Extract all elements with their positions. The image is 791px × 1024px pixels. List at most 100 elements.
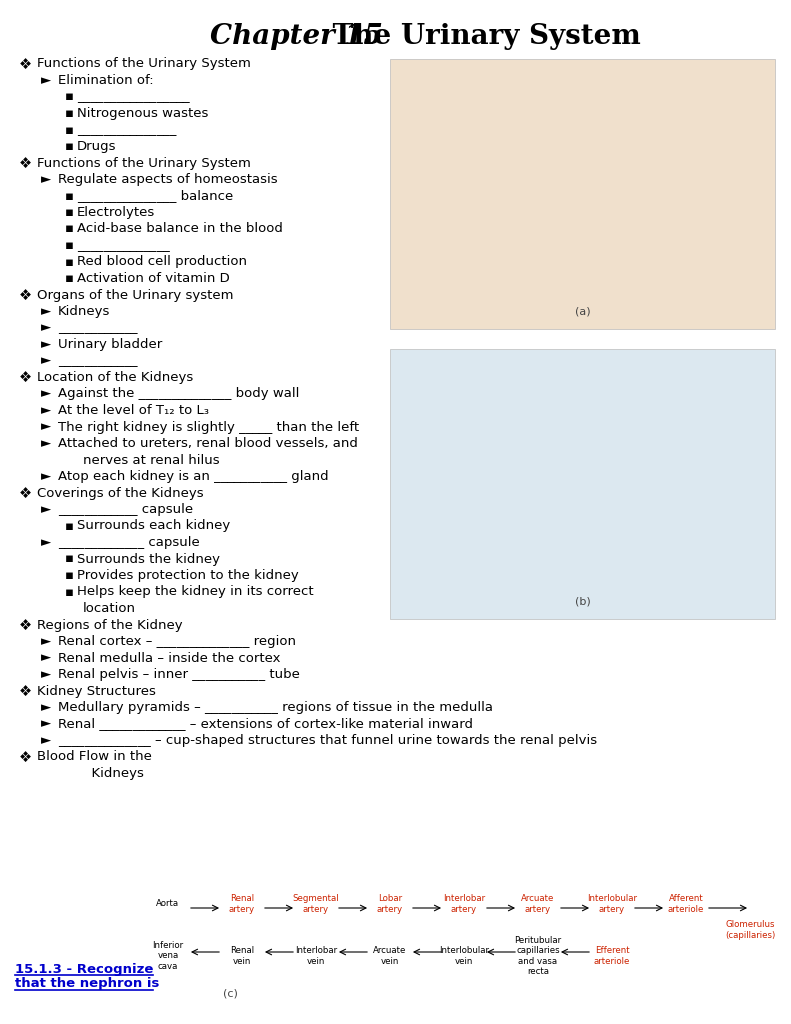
Text: Afferent
arteriole: Afferent arteriole bbox=[668, 894, 704, 913]
Text: ❖: ❖ bbox=[19, 485, 32, 501]
Text: ►: ► bbox=[41, 536, 51, 549]
Text: ____________: ____________ bbox=[58, 322, 138, 335]
FancyBboxPatch shape bbox=[390, 349, 775, 618]
Text: that the nephron is: that the nephron is bbox=[15, 978, 159, 990]
Text: Nitrogenous wastes: Nitrogenous wastes bbox=[77, 106, 208, 120]
Text: ❖: ❖ bbox=[19, 617, 32, 633]
Text: (a): (a) bbox=[575, 306, 590, 316]
Text: Elimination of:: Elimination of: bbox=[58, 74, 153, 87]
Text: ▪: ▪ bbox=[65, 569, 74, 582]
Text: ►: ► bbox=[41, 354, 51, 368]
Text: Urinary bladder: Urinary bladder bbox=[58, 338, 162, 351]
Text: Kidneys: Kidneys bbox=[58, 305, 111, 318]
Text: The Urinary System: The Urinary System bbox=[323, 23, 641, 49]
Text: Regions of the Kidney: Regions of the Kidney bbox=[37, 618, 183, 632]
Text: Glomerulus
(capillaries): Glomerulus (capillaries) bbox=[725, 921, 775, 940]
Text: _______________ balance: _______________ balance bbox=[77, 189, 233, 203]
Text: Inferior
vena
cava: Inferior vena cava bbox=[153, 941, 184, 971]
Text: Renal cortex – ______________ region: Renal cortex – ______________ region bbox=[58, 635, 296, 648]
Text: (c): (c) bbox=[222, 989, 237, 999]
Text: ❖: ❖ bbox=[19, 156, 32, 171]
Text: The right kidney is slightly _____ than the left: The right kidney is slightly _____ than … bbox=[58, 421, 359, 433]
Text: Acid-base balance in the blood: Acid-base balance in the blood bbox=[77, 222, 283, 236]
Text: ______________: ______________ bbox=[77, 239, 170, 252]
Text: ►: ► bbox=[41, 404, 51, 417]
Text: ▪: ▪ bbox=[65, 222, 74, 236]
Text: Drugs: Drugs bbox=[77, 140, 116, 153]
Text: Kidneys: Kidneys bbox=[83, 767, 144, 780]
Text: ►: ► bbox=[41, 635, 51, 648]
Text: ____________ capsule: ____________ capsule bbox=[58, 503, 193, 516]
Text: Medullary pyramids – ___________ regions of tissue in the medulla: Medullary pyramids – ___________ regions… bbox=[58, 701, 493, 714]
Text: Peritubular
capillaries
and vasa
recta: Peritubular capillaries and vasa recta bbox=[514, 936, 562, 976]
Text: ▪: ▪ bbox=[65, 256, 74, 268]
Text: Provides protection to the kidney: Provides protection to the kidney bbox=[77, 569, 299, 582]
Text: ►: ► bbox=[41, 338, 51, 351]
Text: ►: ► bbox=[41, 734, 51, 746]
Text: ❖: ❖ bbox=[19, 683, 32, 698]
Text: location: location bbox=[83, 602, 136, 615]
Text: ❖: ❖ bbox=[19, 56, 32, 72]
Text: ____________: ____________ bbox=[58, 354, 138, 368]
Text: ►: ► bbox=[41, 173, 51, 186]
Text: Renal medulla – inside the cortex: Renal medulla – inside the cortex bbox=[58, 651, 281, 665]
Text: ►: ► bbox=[41, 470, 51, 483]
Text: Segmental
artery: Segmental artery bbox=[293, 894, 339, 913]
Text: Red blood cell production: Red blood cell production bbox=[77, 256, 247, 268]
Text: ▪: ▪ bbox=[65, 272, 74, 285]
Text: At the level of T₁₂ to L₃: At the level of T₁₂ to L₃ bbox=[58, 404, 209, 417]
Text: Renal
vein: Renal vein bbox=[230, 946, 254, 966]
Text: ►: ► bbox=[41, 421, 51, 433]
Text: Activation of vitamin D: Activation of vitamin D bbox=[77, 272, 229, 285]
Text: _______________: _______________ bbox=[77, 124, 176, 136]
Text: Regulate aspects of homeostasis: Regulate aspects of homeostasis bbox=[58, 173, 278, 186]
Text: Arcuate
vein: Arcuate vein bbox=[373, 946, 407, 966]
Text: ►: ► bbox=[41, 503, 51, 516]
Text: 15.1.3 - Recognize: 15.1.3 - Recognize bbox=[15, 963, 153, 976]
Text: Location of the Kidneys: Location of the Kidneys bbox=[37, 371, 193, 384]
Text: ▪: ▪ bbox=[65, 553, 74, 565]
Text: _________________: _________________ bbox=[77, 90, 190, 103]
Text: Surrounds each kidney: Surrounds each kidney bbox=[77, 519, 230, 532]
Text: ❖: ❖ bbox=[19, 750, 32, 765]
Text: Functions of the Urinary System: Functions of the Urinary System bbox=[37, 57, 251, 71]
Text: Aorta: Aorta bbox=[157, 899, 180, 908]
Text: Functions of the Urinary System: Functions of the Urinary System bbox=[37, 157, 251, 170]
Text: Renal
artery: Renal artery bbox=[229, 894, 255, 913]
Text: Chapter 15: Chapter 15 bbox=[210, 23, 383, 49]
Text: ❖: ❖ bbox=[19, 370, 32, 385]
Text: ______________ – cup-shaped structures that funnel urine towards the renal pelvi: ______________ – cup-shaped structures t… bbox=[58, 734, 597, 746]
Text: Electrolytes: Electrolytes bbox=[77, 206, 155, 219]
Text: Organs of the Urinary system: Organs of the Urinary system bbox=[37, 289, 233, 301]
Text: Interlobar
vein: Interlobar vein bbox=[295, 946, 337, 966]
Text: Atop each kidney is an ___________ gland: Atop each kidney is an ___________ gland bbox=[58, 470, 328, 483]
Text: ►: ► bbox=[41, 74, 51, 87]
Text: Lobar
artery: Lobar artery bbox=[377, 894, 403, 913]
Text: ►: ► bbox=[41, 718, 51, 730]
Text: Renal pelvis – inner ___________ tube: Renal pelvis – inner ___________ tube bbox=[58, 668, 300, 681]
Text: ►: ► bbox=[41, 387, 51, 400]
Text: Renal _____________ – extensions of cortex-like material inward: Renal _____________ – extensions of cort… bbox=[58, 718, 473, 730]
Text: ▪: ▪ bbox=[65, 189, 74, 203]
Text: ►: ► bbox=[41, 668, 51, 681]
Text: Coverings of the Kidneys: Coverings of the Kidneys bbox=[37, 486, 203, 500]
Text: ►: ► bbox=[41, 701, 51, 714]
Text: Kidney Structures: Kidney Structures bbox=[37, 684, 156, 697]
Text: Surrounds the kidney: Surrounds the kidney bbox=[77, 553, 220, 565]
Text: Efferent
arteriole: Efferent arteriole bbox=[594, 946, 630, 966]
Text: ►: ► bbox=[41, 322, 51, 335]
Text: Against the ______________ body wall: Against the ______________ body wall bbox=[58, 387, 299, 400]
Text: ▪: ▪ bbox=[65, 586, 74, 598]
Text: ▪: ▪ bbox=[65, 206, 74, 219]
Text: Interlobular
vein: Interlobular vein bbox=[439, 946, 489, 966]
Text: nerves at renal hilus: nerves at renal hilus bbox=[83, 454, 220, 467]
Text: Helps keep the kidney in its correct: Helps keep the kidney in its correct bbox=[77, 586, 313, 598]
Text: Interlobular
artery: Interlobular artery bbox=[587, 894, 637, 913]
Text: ▪: ▪ bbox=[65, 140, 74, 153]
Text: ▪: ▪ bbox=[65, 106, 74, 120]
Text: Arcuate
artery: Arcuate artery bbox=[521, 894, 554, 913]
Text: ▪: ▪ bbox=[65, 90, 74, 103]
Text: ▪: ▪ bbox=[65, 519, 74, 532]
Text: ►: ► bbox=[41, 651, 51, 665]
Text: ▪: ▪ bbox=[65, 124, 74, 136]
